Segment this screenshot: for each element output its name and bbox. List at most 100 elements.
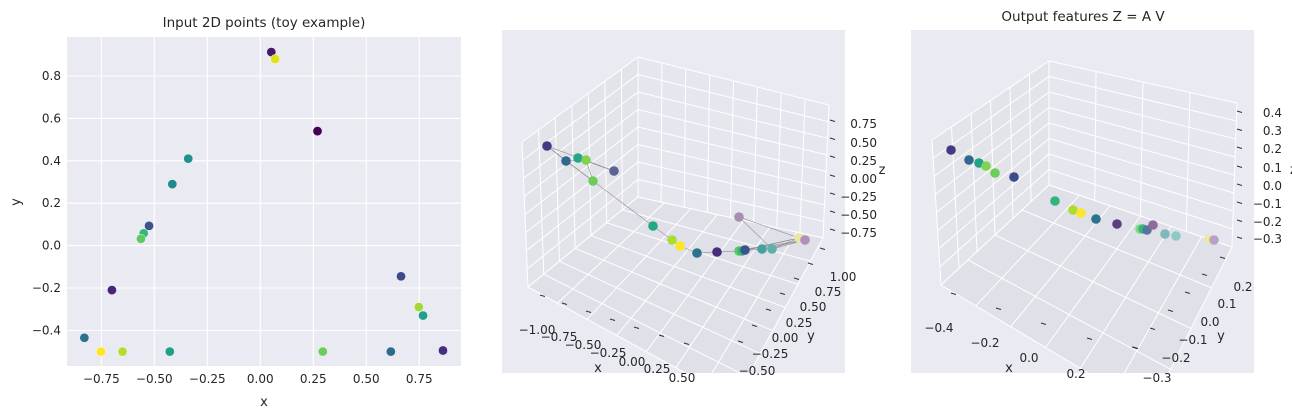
tick-label: 0.0 [1263,179,1282,193]
gridline [1010,205,1111,327]
gridline [1048,91,1236,140]
gridline [637,179,824,222]
gridline [622,209,811,262]
tick-mark [995,307,1002,310]
tick-mark [1236,201,1243,204]
data-point [1209,235,1219,245]
data-point [183,153,194,164]
tick-label: −0.1 [1253,197,1282,211]
tick-label: 0.50 [669,371,696,385]
tick-mark [609,318,616,321]
data-point [740,245,750,255]
tick-label: 0.25 [786,316,813,330]
x-tick-label: 0.00 [247,372,274,386]
tick-label: 0.2 [1066,367,1085,381]
tick-label: 0.0 [1019,351,1038,365]
y-tick-label: −0.2 [32,281,61,295]
tick-label: −0.25 [840,190,877,204]
gridline [586,208,692,320]
gridline [521,56,639,143]
gridline [1048,153,1234,212]
gridline [933,91,1050,177]
plot2-axes: −1.00−0.75−0.50−0.250.000.250.501.000.75… [502,30,877,385]
gridline [1048,60,1238,104]
gridline [525,144,639,234]
gridline [527,286,687,373]
gridline [637,126,827,172]
data-point [1091,214,1101,224]
gridline [526,179,639,270]
gridline [637,56,830,106]
tick-mark [1236,183,1243,186]
y-tick-label: 0.8 [42,69,61,83]
tick-mark [829,228,836,231]
plot1-title: Input 2D points (toy example) [163,15,366,31]
data-point [990,168,1000,178]
data-point [981,161,991,171]
y-tick-label: 0.4 [42,154,61,168]
gridline [1048,169,1233,230]
gridline [936,122,1050,213]
data-point [581,155,591,165]
gridline [557,202,665,304]
tick-label: −0.1 [1178,333,1207,347]
tick-mark [829,155,836,158]
gridline [931,60,1050,141]
tick-mark [1184,291,1191,294]
plot1-ylabel: y [9,198,24,206]
tick-mark [829,192,836,195]
data-point [418,310,428,321]
tick-label: 1.00 [830,270,857,284]
tick-label: −0.2 [1253,215,1282,229]
tick-mark [765,308,772,311]
tick-label: −0.3 [1253,232,1282,246]
plot3-ylabel: y [1217,329,1225,344]
gridline [1079,226,1172,369]
x-tick-label: −0.50 [136,372,173,386]
data-point [136,234,146,244]
connecting-line [592,180,654,227]
tick-label: −0.75 [541,330,578,344]
plot3-title: Output features Z = A V [1001,9,1165,25]
connecting-line [565,160,594,182]
x-tick-label: −0.75 [83,372,120,386]
gridline [637,74,829,123]
tick-label: 0.2 [1263,142,1282,156]
tick-label: 0.1 [1217,297,1236,311]
gridline [932,76,1050,159]
tick-mark [819,247,826,250]
gridline [935,107,1050,195]
tick-label: −0.50 [840,208,877,222]
data-point [396,271,406,282]
tick-label: 0.00 [850,172,877,186]
data-point [107,285,117,295]
connecting-line [738,216,806,241]
tick-label: 0.00 [619,355,646,369]
gridline [523,109,639,197]
tick-label: 0.2 [1233,280,1252,294]
gridline [1168,246,1233,373]
data-point [712,247,722,257]
data-point [734,212,744,222]
x-tick-label: 0.25 [300,372,327,386]
x-tick-label: −0.25 [189,372,226,386]
plot1-background [67,37,461,366]
gridline [975,194,1080,307]
y-tick-label: −0.4 [32,323,61,337]
y-tick-label: 0.6 [42,111,61,125]
data-point [117,346,128,357]
tick-mark [1131,346,1138,349]
plot2-panes [521,56,830,373]
gridline [1048,122,1235,176]
data-point [588,176,598,186]
tick-mark [1236,128,1243,131]
plot2-zlabel: z [879,163,886,178]
data-point [609,166,619,176]
tick-mark [1040,322,1047,325]
data-point [318,346,328,357]
tick-mark [561,302,568,305]
tick-label: 0.00 [772,331,799,345]
floor-pane [528,197,823,373]
tick-label: 0.75 [815,285,842,299]
data-point [270,54,280,64]
